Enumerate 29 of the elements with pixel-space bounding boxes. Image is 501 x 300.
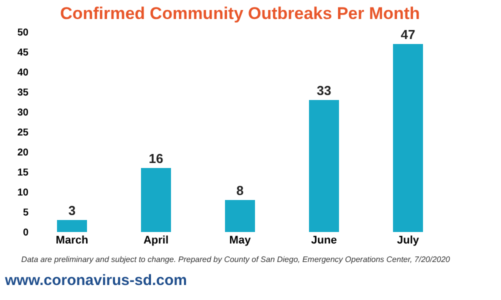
y-tick-label: 20 <box>17 148 29 158</box>
y-tick-label: 30 <box>17 108 29 118</box>
y-tick-label: 5 <box>22 208 29 218</box>
y-tick-label: 40 <box>17 68 29 78</box>
chart-title: Confirmed Community Outbreaks Per Month <box>60 4 420 23</box>
bar <box>393 44 423 232</box>
x-tick-label: July <box>396 234 420 246</box>
x-tick-label: March <box>56 234 88 246</box>
data-label: 16 <box>148 151 164 166</box>
text: www.coronavirus-sd.com <box>4 272 187 289</box>
y-tick-label: 25 <box>17 128 29 138</box>
text: Data are preliminary and subject to change. Prepared by County of San Diego, Emergency Operations Center, 7/20/2020 <box>21 255 451 264</box>
data-label: 33 <box>316 83 332 98</box>
y-tick-label: 10 <box>17 188 29 198</box>
data-label: 47 <box>400 27 416 42</box>
bar <box>309 100 339 232</box>
bar <box>225 200 255 232</box>
y-tick-label: 50 <box>17 28 29 38</box>
x-tick-label: May <box>229 234 252 246</box>
data-label: 3 <box>68 203 76 218</box>
bar <box>57 220 87 232</box>
y-tick-label: 35 <box>17 88 29 98</box>
data-label: 8 <box>236 183 244 198</box>
x-tick-label: April <box>143 234 169 246</box>
y-tick-label: 45 <box>17 48 29 58</box>
y-tick-label: 0 <box>22 228 29 238</box>
bar <box>141 168 171 232</box>
y-tick-label: 15 <box>17 168 29 178</box>
x-tick-label: June <box>311 234 337 246</box>
